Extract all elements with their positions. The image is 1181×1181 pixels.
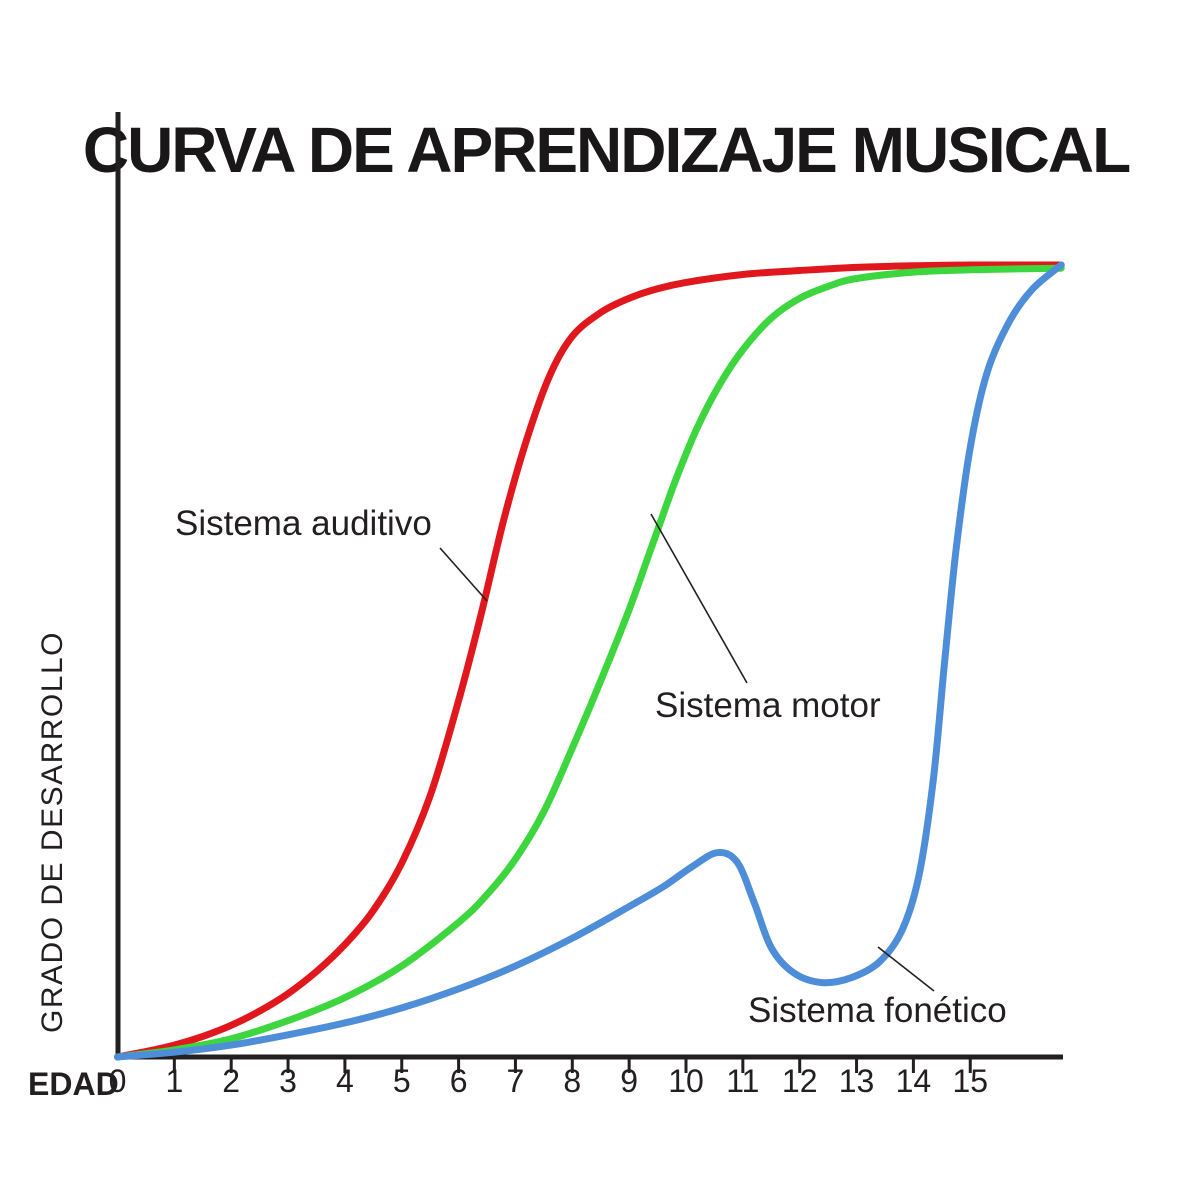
pointer-line-sistema-motor bbox=[650, 513, 748, 684]
x-tick-label-5: 5 bbox=[393, 1063, 411, 1099]
x-tick-label-2: 2 bbox=[222, 1063, 240, 1099]
x-axis-title: EDAD bbox=[28, 1066, 119, 1102]
x-tick-label-12: 12 bbox=[782, 1063, 818, 1099]
x-tick-label-10: 10 bbox=[668, 1063, 704, 1099]
x-tick-label-1: 1 bbox=[165, 1063, 183, 1099]
x-tick-label-8: 8 bbox=[563, 1063, 581, 1099]
pointer-line-sistema-auditivo bbox=[439, 547, 488, 602]
x-tick-label-15: 15 bbox=[952, 1063, 988, 1099]
x-tick-label-0: 0 bbox=[109, 1063, 127, 1099]
y-axis-title: GRADO DE DESARROLLO bbox=[36, 631, 69, 1033]
pointer-line-sistema-fonetico bbox=[877, 946, 935, 992]
annotation-sistema-motor: Sistema motor bbox=[655, 686, 881, 725]
x-tick-label-4: 4 bbox=[336, 1063, 354, 1099]
series-line-sistema-motor bbox=[114, 264, 1065, 1061]
series-line-sistema-auditivo bbox=[114, 261, 1065, 1061]
series-line-sistema-fonetico bbox=[114, 261, 1065, 1061]
x-tick-label-7: 7 bbox=[507, 1063, 525, 1099]
x-axis-ticks: 0 1 2 3 4 5 6 7 8 9 10 11 12 13 14 15 bbox=[109, 1057, 988, 1099]
x-tick-label-14: 14 bbox=[896, 1063, 932, 1099]
x-tick-label-9: 9 bbox=[620, 1063, 638, 1099]
chart-title: CURVA DE APRENDIZAJE MUSICAL bbox=[83, 114, 1130, 186]
x-tick-label-6: 6 bbox=[450, 1063, 468, 1099]
annotation-sistema-fonetico: Sistema fonético bbox=[748, 991, 1007, 1030]
series-curves bbox=[114, 261, 1065, 1061]
annotation-sistema-auditivo: Sistema auditivo bbox=[175, 504, 432, 543]
x-tick-label-13: 13 bbox=[839, 1063, 875, 1099]
x-tick-label-3: 3 bbox=[279, 1063, 297, 1099]
x-tick-label-11: 11 bbox=[726, 1063, 759, 1099]
